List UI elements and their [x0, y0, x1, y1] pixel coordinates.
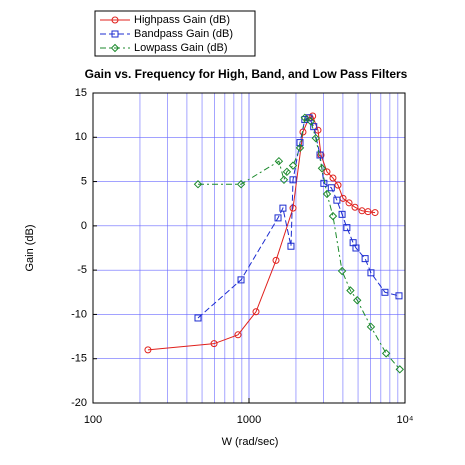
y-tick-label: 15: [75, 87, 87, 99]
marker: [333, 196, 341, 204]
legend-marker: [111, 30, 119, 38]
marker: [367, 269, 375, 277]
marker: [338, 210, 346, 218]
marker: [343, 224, 351, 232]
series-line: [197, 116, 401, 370]
marker: [352, 244, 360, 252]
marker: [287, 242, 295, 250]
marker: [310, 123, 318, 131]
marker: [337, 266, 347, 276]
chart-title: Gain vs. Frequency for High, Band, and L…: [85, 67, 408, 81]
marker: [381, 349, 391, 358]
marker: [345, 199, 353, 207]
marker: [353, 296, 362, 305]
marker: [329, 174, 337, 182]
legend-label: Bandpass Gain (dB): [134, 28, 233, 40]
marker: [194, 314, 202, 322]
marker: [300, 113, 310, 123]
x-tick-label: 1000: [237, 414, 261, 426]
y-tick-label: -15: [71, 353, 87, 365]
x-axis-label: W (rad/sec): [222, 436, 279, 448]
x-tick-label: 10⁴: [397, 414, 414, 426]
marker: [316, 151, 324, 159]
marker: [234, 331, 242, 339]
series: [193, 113, 404, 374]
legend-marker: [110, 43, 120, 53]
marker: [346, 286, 355, 295]
legend-marker: [111, 16, 119, 24]
marker: [289, 204, 297, 212]
marker: [366, 322, 376, 332]
marker: [381, 288, 389, 296]
series-line: [147, 115, 376, 351]
y-tick-label: -10: [71, 308, 87, 320]
marker: [252, 308, 260, 316]
marker: [236, 180, 246, 189]
marker: [301, 116, 309, 124]
marker: [351, 203, 359, 211]
marker: [288, 161, 298, 170]
series: [144, 112, 379, 354]
marker: [328, 211, 338, 221]
marker: [306, 117, 316, 126]
marker: [371, 209, 379, 217]
marker: [317, 164, 327, 173]
y-axis-label: Gain (dB): [24, 224, 36, 271]
marker: [295, 143, 305, 153]
marker: [327, 184, 335, 192]
y-tick-label: 0: [81, 220, 87, 232]
marker: [279, 175, 289, 185]
y-tick-label: 5: [81, 175, 87, 187]
marker: [289, 176, 297, 184]
marker: [237, 276, 245, 284]
marker: [210, 340, 218, 348]
plot-border: [92, 92, 406, 404]
marker: [272, 256, 280, 264]
marker: [395, 292, 403, 300]
marker: [144, 346, 152, 354]
marker: [395, 365, 404, 374]
marker: [274, 156, 284, 166]
marker: [361, 255, 369, 263]
marker: [279, 204, 287, 212]
marker: [323, 168, 331, 176]
marker: [322, 189, 332, 199]
legend-label: Highpass Gain (dB): [134, 14, 230, 26]
y-tick-label: 10: [75, 131, 87, 143]
y-tick-label: -20: [71, 397, 87, 409]
marker: [193, 180, 203, 189]
marker: [282, 167, 292, 177]
x-tick-label: 100: [84, 414, 102, 426]
marker: [311, 133, 320, 143]
marker: [334, 181, 342, 189]
series-line: [197, 117, 400, 319]
marker: [364, 208, 372, 216]
y-tick-label: -5: [77, 264, 87, 276]
marker: [274, 214, 282, 222]
legend-label: Lowpass Gain (dB): [134, 42, 228, 54]
